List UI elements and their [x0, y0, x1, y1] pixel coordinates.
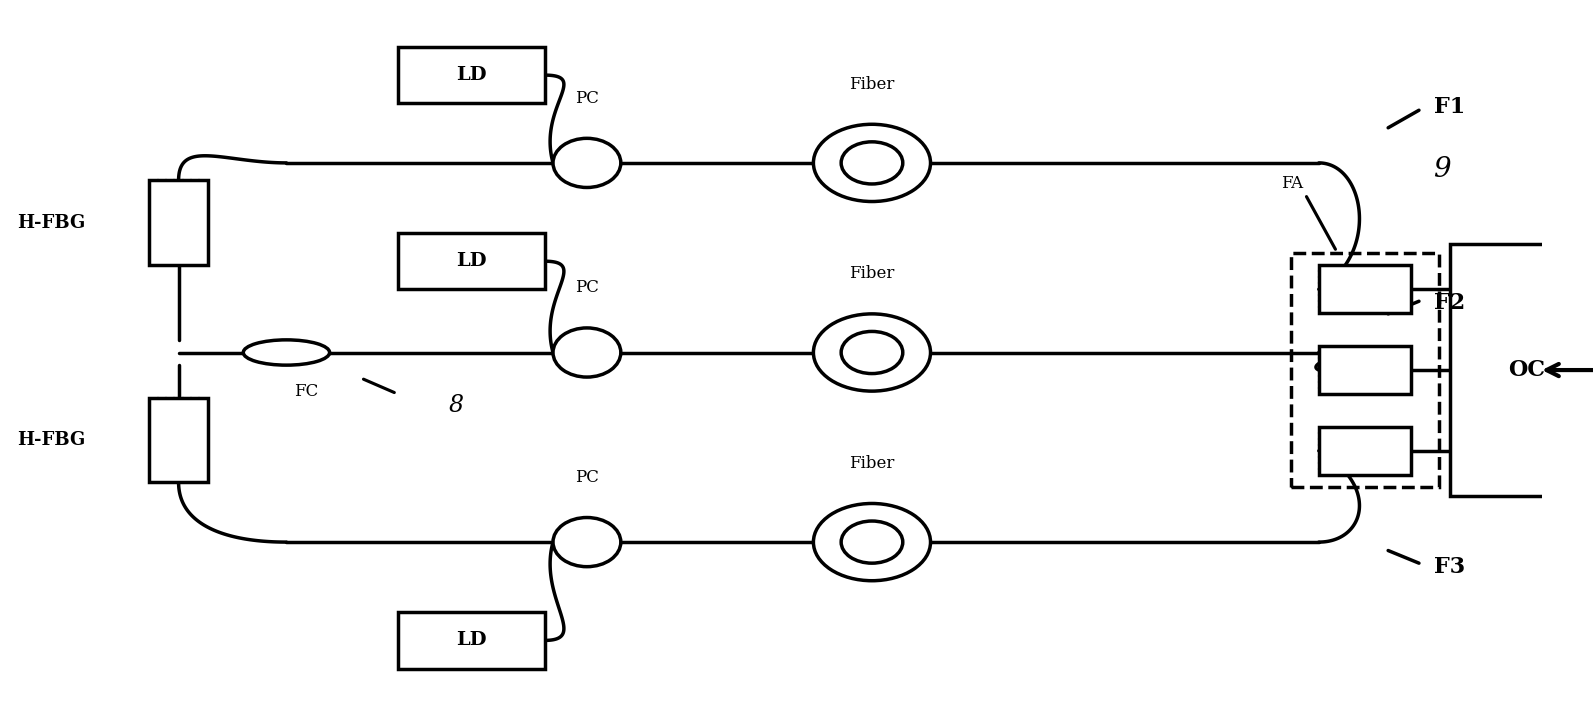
Bar — [150, 180, 207, 264]
Bar — [1290, 253, 1438, 487]
Bar — [398, 613, 545, 668]
Ellipse shape — [244, 340, 330, 365]
Ellipse shape — [553, 328, 621, 377]
Text: F1: F1 — [1434, 96, 1466, 118]
Text: F2: F2 — [1434, 293, 1466, 314]
Text: Fiber: Fiber — [849, 455, 895, 472]
Text: FA: FA — [1281, 176, 1303, 192]
Text: FC: FC — [295, 383, 319, 400]
Text: 9: 9 — [1434, 157, 1451, 183]
Bar — [1319, 427, 1411, 474]
Text: H-FBG: H-FBG — [18, 214, 84, 231]
Bar — [1450, 244, 1593, 496]
Ellipse shape — [814, 124, 930, 202]
Text: H-FBG: H-FBG — [18, 431, 84, 449]
Bar — [398, 233, 545, 289]
Text: PC: PC — [575, 90, 599, 106]
Text: F3: F3 — [1434, 556, 1466, 577]
Bar — [1319, 265, 1411, 313]
Text: 8: 8 — [449, 393, 464, 417]
Ellipse shape — [814, 503, 930, 581]
Text: LD: LD — [456, 66, 486, 84]
Ellipse shape — [814, 314, 930, 391]
Bar — [150, 398, 207, 482]
Ellipse shape — [553, 138, 621, 188]
Text: PC: PC — [575, 279, 599, 296]
Bar — [398, 47, 545, 103]
Text: Fiber: Fiber — [849, 265, 895, 282]
Text: OC: OC — [1509, 359, 1545, 381]
Text: LD: LD — [456, 632, 486, 649]
Bar — [1319, 346, 1411, 394]
Ellipse shape — [841, 521, 903, 563]
Text: LD: LD — [456, 252, 486, 270]
Ellipse shape — [553, 517, 621, 567]
Ellipse shape — [841, 331, 903, 374]
Ellipse shape — [841, 142, 903, 184]
Text: PC: PC — [575, 469, 599, 486]
Text: Fiber: Fiber — [849, 75, 895, 92]
